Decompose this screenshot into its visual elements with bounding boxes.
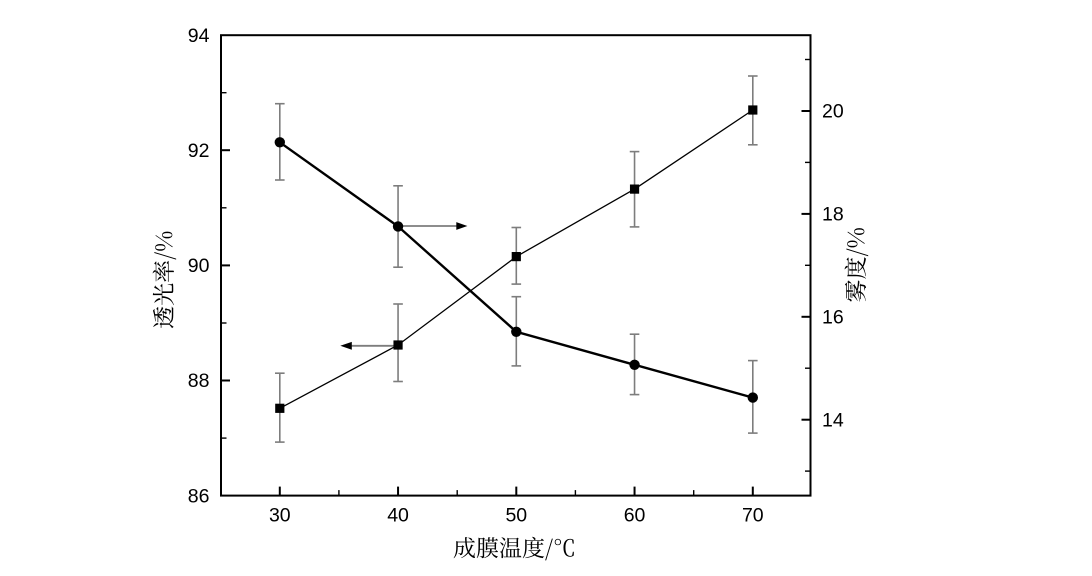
svg-text:16: 16 xyxy=(822,307,844,329)
svg-text:50: 50 xyxy=(505,504,527,526)
svg-text:30: 30 xyxy=(269,504,291,526)
svg-text:60: 60 xyxy=(624,504,646,526)
svg-text:70: 70 xyxy=(742,504,764,526)
svg-text:20: 20 xyxy=(822,101,844,123)
svg-text:88: 88 xyxy=(188,370,210,392)
svg-text:90: 90 xyxy=(188,255,210,277)
svg-text:86: 86 xyxy=(188,485,210,507)
svg-text:18: 18 xyxy=(822,204,844,226)
svg-text:92: 92 xyxy=(188,140,210,162)
svg-text:14: 14 xyxy=(822,409,844,431)
svg-text:94: 94 xyxy=(188,25,210,47)
svg-text:40: 40 xyxy=(387,504,409,526)
